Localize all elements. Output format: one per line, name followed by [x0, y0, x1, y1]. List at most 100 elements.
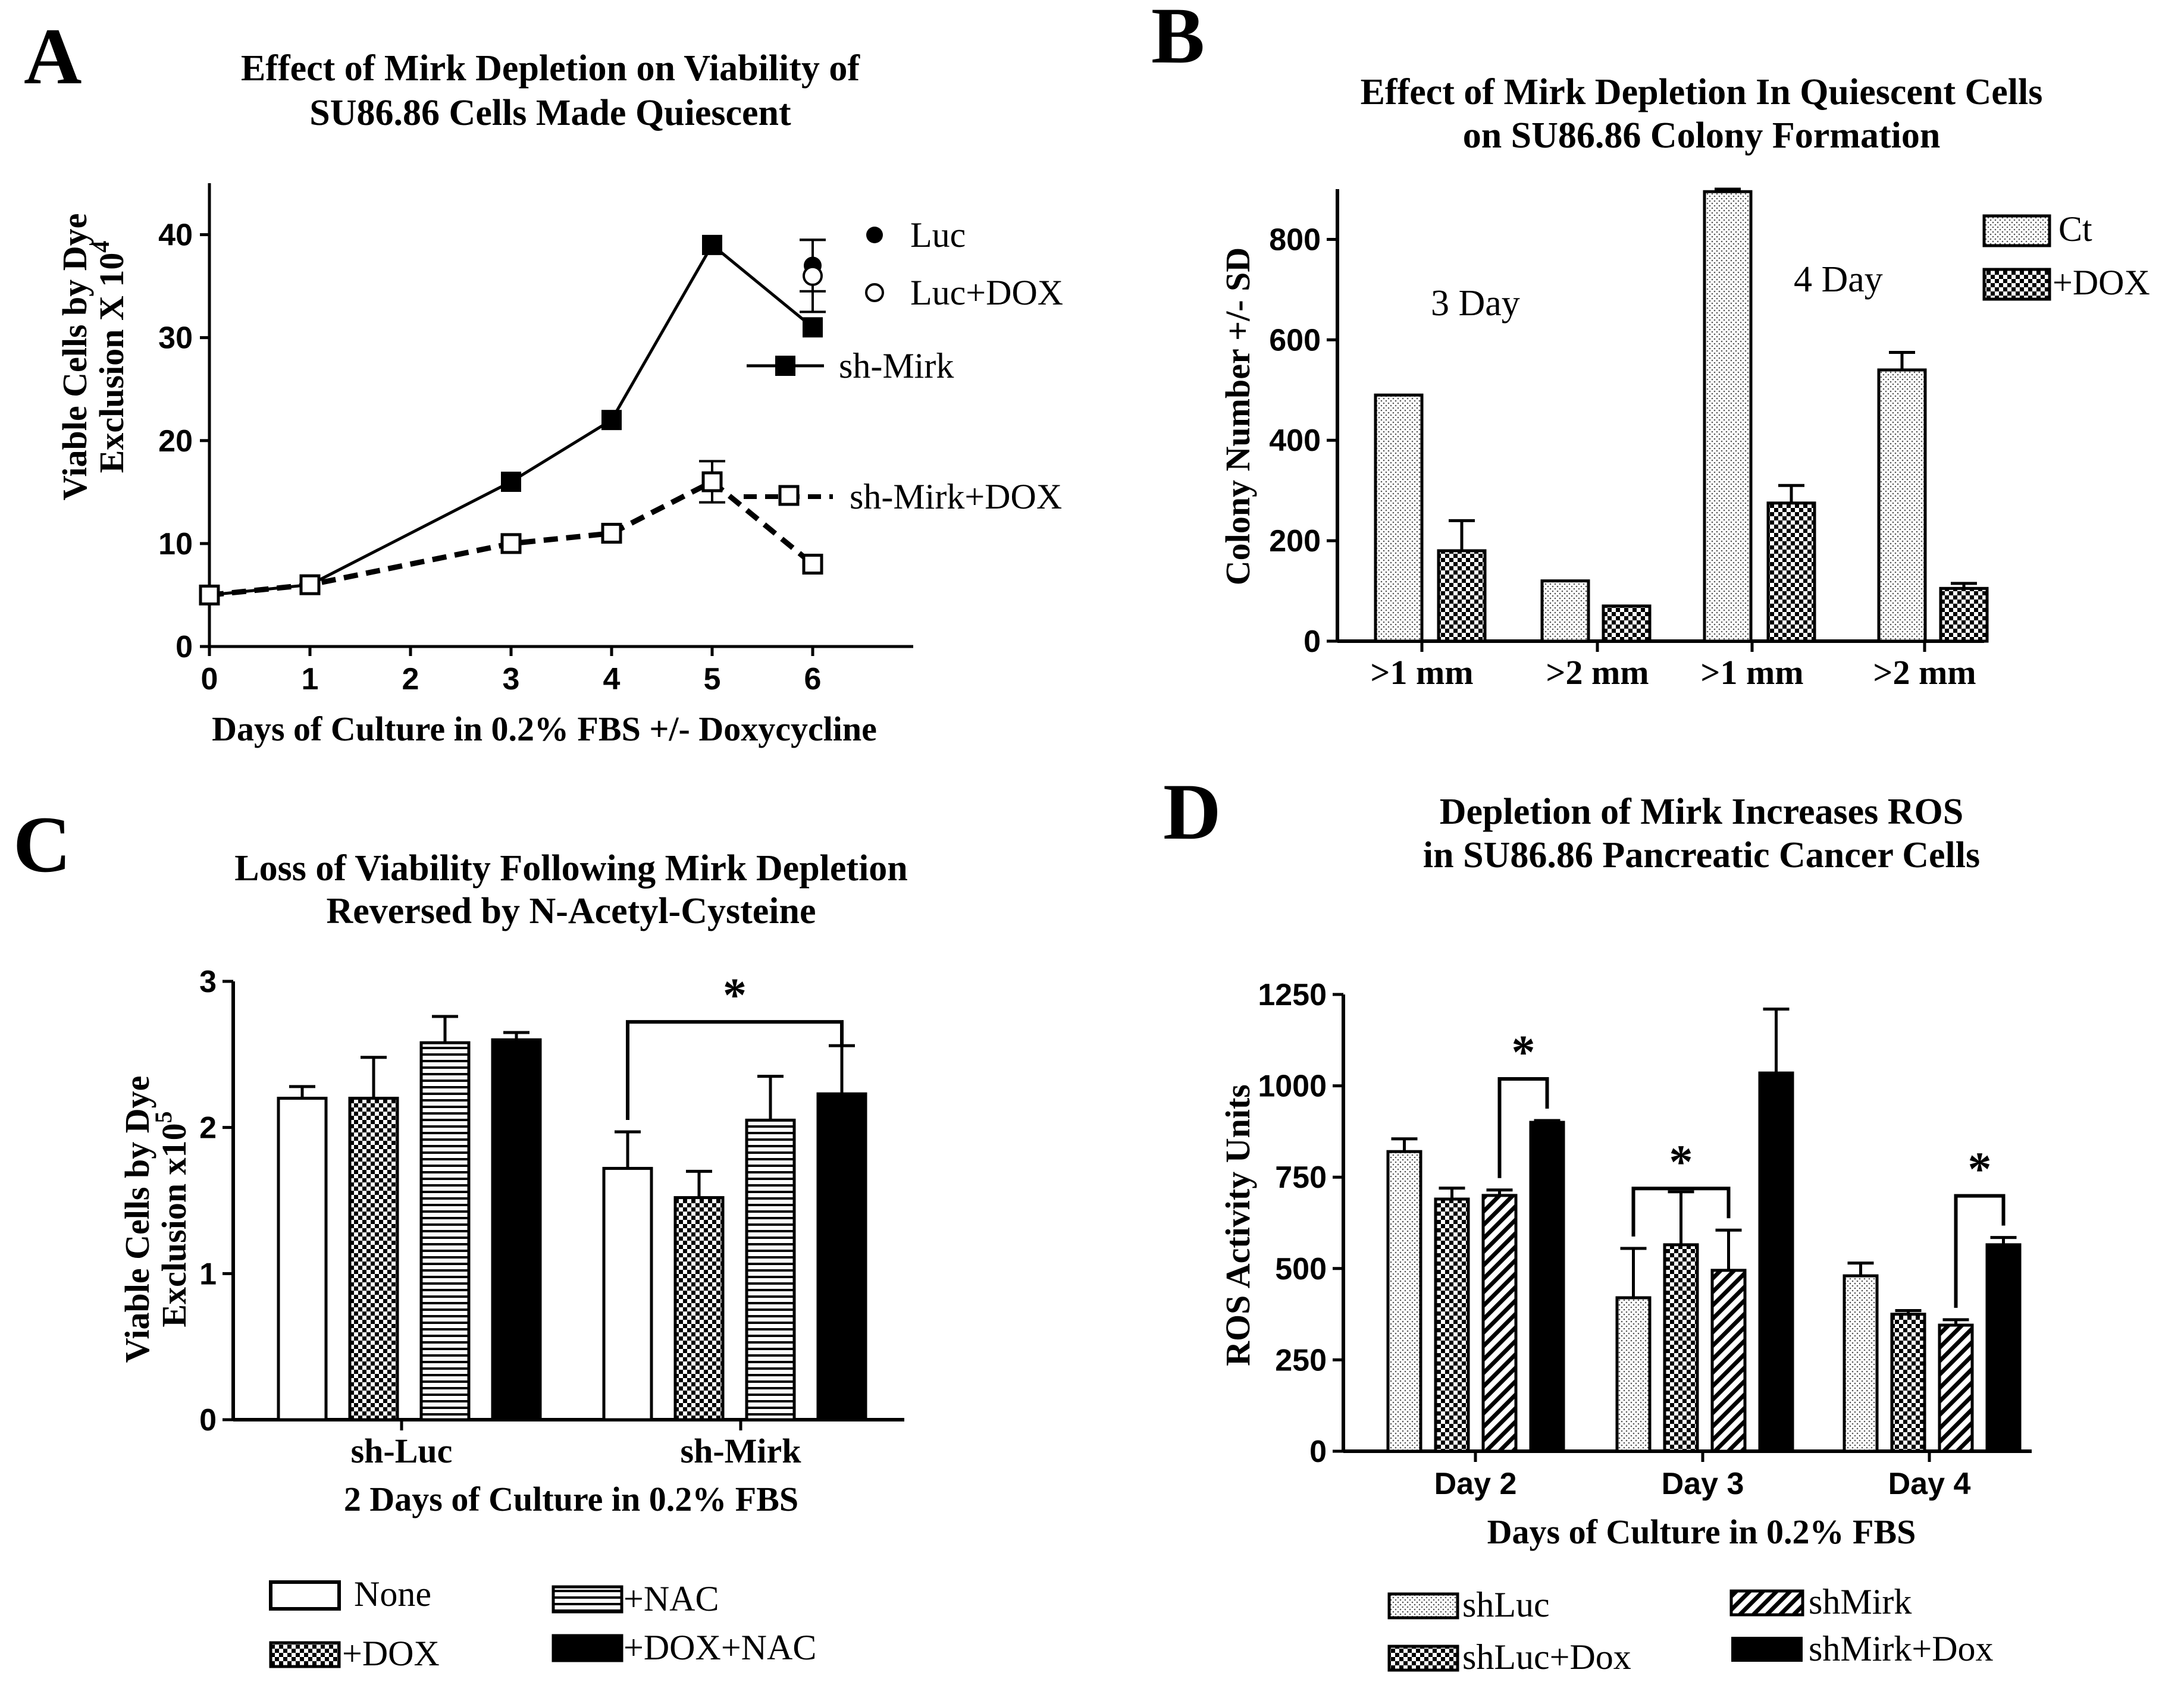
bar-shmirk-dox [1529, 1121, 1565, 1453]
bar-ct [1374, 393, 1424, 643]
panel-a-x-tick-label: 5 [704, 662, 721, 696]
panel-b-y-tick-label: 800 [1269, 222, 1321, 257]
panel-b-title-line-2: on SU86.86 Colony Formation [1463, 115, 1941, 156]
data-point-sh-mirk [501, 472, 521, 492]
bar-shluc [1386, 1150, 1422, 1453]
panel-d-bar-chart: Depletion of Mirk Increases ROS in SU86.… [1218, 792, 2032, 1677]
bar-shluc-dox [1663, 1243, 1699, 1453]
bar-none [602, 1166, 653, 1421]
series-line-sh-mirk [209, 243, 814, 597]
data-point-sh-mirk [601, 410, 622, 431]
legend-label-dox-c: +DOX [342, 1634, 440, 1673]
significance-bracket [1631, 1187, 1731, 1237]
significance-star: * [723, 969, 747, 1022]
bar-shmirk [1481, 1194, 1518, 1453]
legend-label-luc: Luc [910, 215, 966, 255]
panel-c-legend: None +DOX +NAC +DOX+NAC [269, 1574, 816, 1673]
bar-none [277, 1097, 328, 1421]
panel-d-category-label: Day 3 [1662, 1467, 1744, 1501]
legend-label-none: None [354, 1574, 431, 1614]
significance-star: * [1968, 1144, 1992, 1196]
panel-a-axes: 0 1 2 3 4 5 6 0 10 20 30 40 [158, 183, 913, 696]
bar-shluc [1843, 1274, 1879, 1453]
legend-swatch-shmirk [1729, 1589, 1804, 1617]
legend-label-ct: Ct [2058, 209, 2092, 249]
data-point-sh-mirk [803, 317, 823, 338]
panel-b-category-label: >1 mm [1700, 653, 1803, 692]
panel-a-title-line-2: SU86.86 Cells Made Quiescent [309, 93, 791, 133]
panel-b-legend: Ct +DOX [1982, 209, 2150, 302]
panel-b-annotation-3-day: 3 Day [1431, 283, 1520, 324]
panel-b-bar-chart: Effect of Mirk Depletion In Quiescent Ce… [1218, 72, 2150, 692]
bar-shmirk-dox [1985, 1243, 2022, 1453]
panel-a-ylabel-line-1: Viable Cells by Dye [55, 214, 94, 501]
panel-c-ylabel-line-2: Exclusion x105 [150, 1111, 193, 1327]
legend-swatch-ct [1982, 214, 2051, 247]
panel-a-line-chart: Effect of Mirk Depletion on Viability of… [55, 48, 1063, 748]
panel-c-category-label: sh-Luc [351, 1432, 453, 1470]
panel-d-y-tick-label: 500 [1275, 1252, 1327, 1286]
panel-a-x-tick-label: 1 [302, 662, 319, 696]
significance-bracket [626, 1020, 844, 1121]
legend-swatch-shluc [1387, 1592, 1459, 1620]
panel-c-y-tick-label: 3 [199, 965, 217, 999]
legend-label-nac: +NAC [623, 1579, 719, 1618]
panel-a-marks [199, 234, 826, 605]
bar-ct [1703, 190, 1753, 643]
panel-d-y-tick-label: 1250 [1258, 978, 1327, 1012]
panel-c-title-line-2: Reversed by N-Acetyl-Cysteine [327, 891, 816, 931]
significance-bracket [1497, 1077, 1549, 1178]
legend-marker-sh-mirk [775, 356, 795, 376]
panel-a-x-tick-label: 0 [201, 662, 218, 696]
panel-c-ylabel-line-1: Viable Cells by Dye [118, 1076, 156, 1363]
panel-b-y-tick-label: 0 [1303, 625, 1321, 659]
bar-dox [1939, 586, 1989, 643]
legend-label-dox-nac: +DOX+NAC [623, 1628, 816, 1667]
panel-d-legend: shLuc shLuc+Dox shMirk shMirk+Dox [1387, 1582, 1994, 1677]
data-point-luc-dox [803, 265, 823, 286]
data-point-sh-mirk [702, 234, 722, 255]
panel-d-category-label: Day 2 [1434, 1467, 1517, 1501]
panel-c-category-label: sh-Mirk [681, 1432, 802, 1470]
data-point-sh-mirk-dox [802, 554, 823, 575]
bar-shmirk [1938, 1323, 1974, 1453]
legend-label-sh-mirk: sh-Mirk [839, 346, 954, 385]
panel-d-y-tick-label: 250 [1275, 1343, 1327, 1377]
panel-d-title-line-1: Depletion of Mirk Increases ROS [1440, 792, 1964, 832]
legend-swatch-shluc-dox [1387, 1645, 1459, 1672]
panel-c-y-tick-label: 1 [199, 1257, 217, 1291]
bar-ct [1540, 579, 1590, 643]
panel-b-marks [1374, 187, 1989, 643]
panel-d-y-tick-label: 750 [1275, 1160, 1327, 1195]
panel-letter-d: D [1163, 768, 1221, 856]
panel-a-x-tick-label: 2 [402, 662, 419, 696]
panel-b-ylabel: Colony Number +/- SD [1218, 247, 1257, 586]
legend-swatch-dox-c [269, 1641, 341, 1668]
panel-a-y-tick-label: 10 [158, 527, 193, 561]
legend-label-shmirk-dox: shMirk+Dox [1809, 1629, 1994, 1668]
panel-a-ylabel-line-2: Exclusion X 104 [87, 241, 131, 473]
legend-label-shluc-dox: shLuc+Dox [1462, 1637, 1631, 1677]
panel-a-x-tick-label: 6 [804, 662, 822, 696]
panel-a-ylabel-line-2-text: Exclusion X 10 [92, 253, 131, 473]
bar-shluc-dox [1434, 1197, 1470, 1453]
panel-a-legend: Luc Luc+DOX sh-Mirk sh-Mirk+DOX [744, 215, 1063, 516]
panel-d-category-label: Day 4 [1888, 1467, 1971, 1501]
bar-nac [419, 1041, 471, 1421]
panel-c-xlabel: 2 Days of Culture in 0.2% FBS [344, 1480, 798, 1518]
panel-a-xlabel: Days of Culture in 0.2% FBS +/- Doxycycl… [212, 710, 877, 748]
bar-dox [1766, 501, 1816, 643]
data-point-sh-mirk-dox [500, 533, 522, 554]
data-point-sh-mirk-dox [299, 574, 321, 595]
legend-label-sh-mirk-dox: sh-Mirk+DOX [850, 477, 1062, 516]
panel-c-title-line-1: Loss of Viability Following Mirk Depleti… [234, 848, 908, 889]
data-point-sh-mirk-dox [701, 471, 723, 492]
bar-shluc-dox [1890, 1313, 1926, 1453]
panel-b-category-label: >1 mm [1370, 653, 1473, 692]
legend-swatch-shmirk-dox [1731, 1637, 1803, 1662]
legend-label-shmirk: shMirk [1809, 1582, 1912, 1621]
panel-letter-c: C [13, 801, 71, 889]
bar-dox-nac [816, 1092, 867, 1421]
panel-b-category-label: >2 mm [1546, 653, 1649, 692]
legend-marker-luc-dox [865, 283, 884, 302]
